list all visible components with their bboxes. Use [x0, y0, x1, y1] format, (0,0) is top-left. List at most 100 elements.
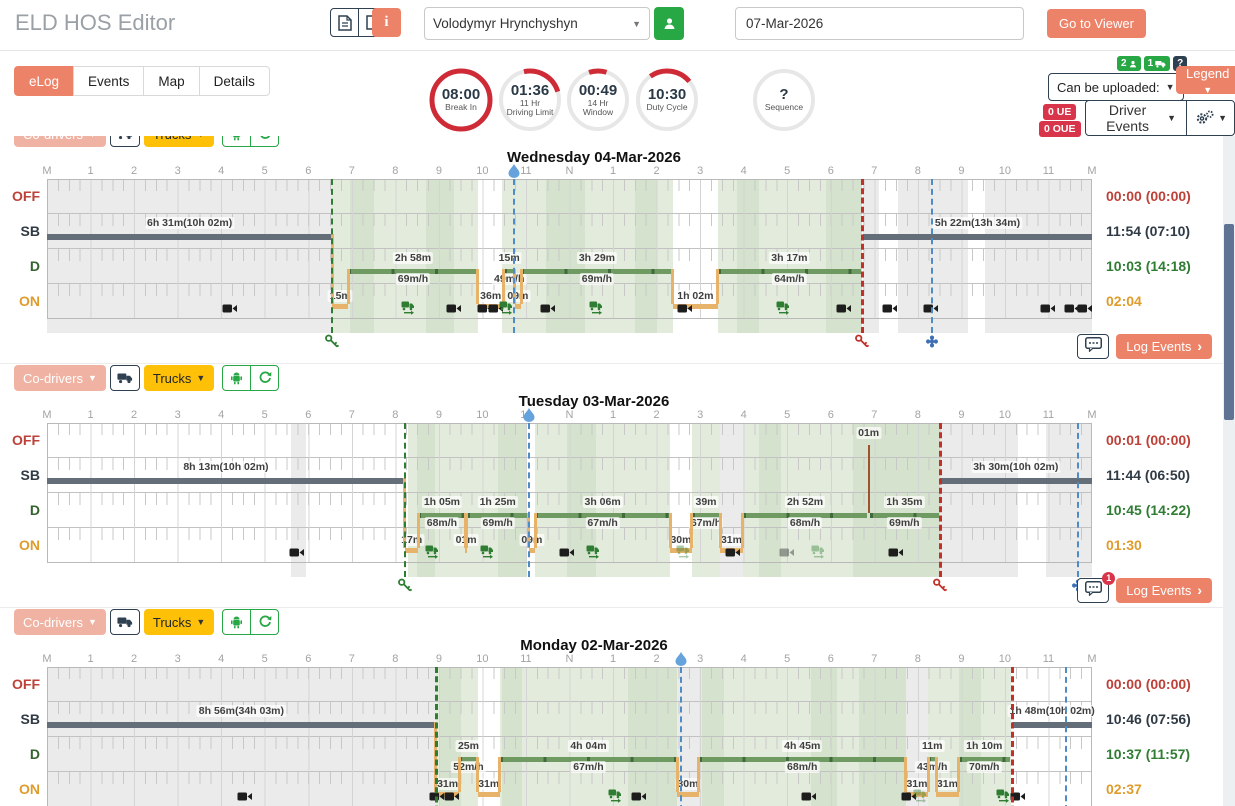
- trucks-dropdown[interactable]: Trucks▼: [143, 365, 215, 391]
- refresh-button[interactable]: [250, 136, 280, 147]
- comments-button[interactable]: [1077, 577, 1110, 603]
- mobile-app-button[interactable]: [222, 609, 252, 635]
- chart-title: Tuesday 03-Mar-2026: [518, 393, 670, 410]
- can-be-uploaded-dropdown[interactable]: Can be uploaded: ▼: [1048, 73, 1184, 101]
- segment-d[interactable]: [691, 513, 721, 518]
- segment-speed-label: 67m/h: [571, 761, 606, 773]
- trucks-dropdown[interactable]: Trucks▼: [143, 609, 215, 635]
- log-grid[interactable]: OFF 00:00 (00:00) SB 10:46 (07:56) D 10:37 (1…: [12, 652, 1191, 806]
- segment-d[interactable]: [742, 513, 868, 518]
- power-up-key-marker: [397, 578, 413, 598]
- segment-on[interactable]: [404, 548, 419, 553]
- axis-hour-label: 4: [740, 165, 747, 177]
- codrivers-dropdown[interactable]: Co-drivers▼: [14, 136, 106, 147]
- segment-d[interactable]: [466, 513, 529, 518]
- refresh-icon: [259, 615, 272, 627]
- log-grid[interactable]: OFF 00:01 (00:00) SB 11:44 (06:50) D 10:45 (1…: [12, 408, 1191, 592]
- codrivers-dropdown[interactable]: Co-drivers▼: [14, 365, 106, 391]
- segment-d[interactable]: [418, 513, 466, 518]
- driver-events-dropdown[interactable]: Driver Events ▼: [1086, 101, 1186, 135]
- refresh-icon: [260, 136, 270, 139]
- vertical-scrollbar[interactable]: [1223, 136, 1235, 806]
- codrivers-dropdown[interactable]: Co-drivers▼: [14, 609, 106, 635]
- segment-on[interactable]: [528, 548, 536, 553]
- axis-hour-label: 2: [653, 653, 660, 665]
- segment-d[interactable]: [503, 269, 515, 274]
- axis-hour-label: M: [42, 653, 52, 665]
- segment-d[interactable]: [698, 757, 906, 762]
- settings-dropdown[interactable]: ▼: [1186, 101, 1234, 135]
- segment-d[interactable]: [348, 269, 478, 274]
- segment-d[interactable]: [717, 269, 861, 274]
- axis-hour-label: 2: [653, 165, 660, 177]
- refresh-button[interactable]: [250, 609, 280, 635]
- camera-icon: [801, 792, 816, 801]
- segment-sb[interactable]: [862, 234, 1092, 240]
- segment-duration-label: 3h 06m: [582, 496, 623, 508]
- tab-events[interactable]: Events: [73, 66, 145, 96]
- total-off: 00:01 (00:00): [1106, 432, 1191, 448]
- axis-hour-label: N: [565, 409, 574, 421]
- scrollbar-thumb[interactable]: [1224, 224, 1234, 420]
- log-grid[interactable]: OFF 00:00 (00:00) SB 11:54 (07:10) D 10:03 (1…: [12, 164, 1191, 348]
- mobile-app-button[interactable]: [222, 136, 252, 147]
- segment-d[interactable]: [928, 757, 937, 762]
- mobile-app-button[interactable]: [222, 365, 252, 391]
- segment-duration-label: 30m: [675, 778, 701, 790]
- off-spike-label: 01m: [856, 427, 882, 439]
- tab-elog[interactable]: eLog: [14, 66, 75, 96]
- segment-duration-label: 15m: [327, 290, 353, 302]
- segment-duration-label: 31m: [934, 778, 960, 790]
- row-label-on: ON: [19, 781, 40, 797]
- segment-d[interactable]: [535, 513, 671, 518]
- segment-on[interactable]: [477, 792, 500, 797]
- camera-icon: [779, 548, 795, 557]
- tab-details[interactable]: Details: [198, 66, 270, 96]
- segment-on[interactable]: [672, 304, 718, 309]
- segment-on[interactable]: [465, 548, 468, 553]
- legend-dropdown[interactable]: Legend ▼: [1176, 66, 1235, 95]
- segment-d[interactable]: [869, 513, 939, 518]
- codrivers-toolbar: Co-drivers▼ Trucks▼: [14, 364, 1223, 392]
- truck-button[interactable]: [109, 136, 140, 147]
- info-button[interactable]: i: [372, 8, 401, 37]
- segment-d[interactable]: [499, 757, 678, 762]
- segment-on[interactable]: [677, 792, 699, 797]
- axis-hour-label: 9: [435, 653, 442, 665]
- segment-d[interactable]: [521, 269, 673, 274]
- truck-button[interactable]: [109, 609, 140, 635]
- go-to-viewer-button[interactable]: Go to Viewer: [1047, 9, 1146, 38]
- comments-button[interactable]: [1077, 333, 1110, 359]
- log-actions-row: 1 Log Events ›: [0, 571, 1212, 603]
- segment-sb[interactable]: [47, 234, 333, 240]
- segment-on[interactable]: [514, 304, 522, 309]
- trucks-dropdown[interactable]: Trucks▼: [143, 136, 215, 147]
- truck-button[interactable]: [109, 365, 140, 391]
- chevron-down-icon: ▼: [88, 136, 97, 139]
- segment-on[interactable]: [670, 548, 692, 553]
- segment-d[interactable]: [958, 757, 1010, 762]
- log-events-button[interactable]: Log Events ›: [1116, 577, 1212, 603]
- segment-on[interactable]: [936, 792, 959, 797]
- axis-hour-label: 4: [218, 165, 225, 177]
- segment-on[interactable]: [905, 792, 929, 797]
- camera-icon: [559, 548, 575, 557]
- segment-sb[interactable]: [939, 478, 1092, 484]
- segment-on[interactable]: [332, 304, 349, 309]
- driver-select[interactable]: Volodymyr Hrynchyshyn ▼: [424, 7, 650, 40]
- axis-hour-label: 6: [305, 653, 312, 665]
- log-document-button[interactable]: [330, 8, 359, 37]
- date-input[interactable]: [735, 7, 1024, 40]
- codrivers-count-badge: 2: [1117, 56, 1141, 71]
- log-events-button[interactable]: Log Events ›: [1116, 333, 1212, 359]
- driver-profile-button[interactable]: [654, 7, 684, 40]
- segment-d[interactable]: [459, 757, 478, 762]
- tab-map[interactable]: Map: [143, 66, 200, 96]
- segment-sb[interactable]: [47, 478, 405, 484]
- row-label-d: D: [29, 746, 40, 762]
- segment-sb[interactable]: [1012, 722, 1092, 728]
- axis-hour-label: 10: [476, 653, 489, 665]
- refresh-button[interactable]: [250, 365, 280, 391]
- gauge-14-hr-window: 00:49 14 Hr Window: [566, 68, 630, 132]
- segment-sb[interactable]: [47, 722, 436, 728]
